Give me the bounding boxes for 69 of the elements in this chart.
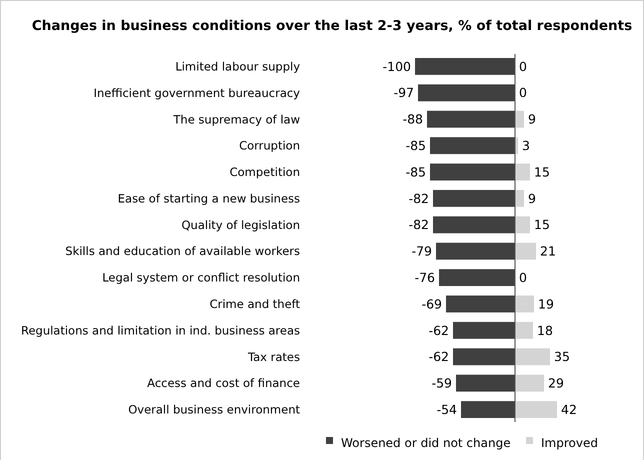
y-tick-label: Tax rates bbox=[247, 350, 300, 364]
bar bbox=[515, 164, 530, 180]
bar bbox=[515, 296, 534, 312]
data-label: -88 bbox=[402, 112, 424, 127]
y-tick-label: Inefficient government bureaucracy bbox=[94, 86, 300, 100]
data-label: -82 bbox=[408, 190, 429, 206]
bar bbox=[515, 190, 524, 207]
data-label: 9 bbox=[528, 190, 536, 206]
bar bbox=[453, 348, 515, 366]
data-label: 15 bbox=[534, 164, 550, 180]
bar bbox=[453, 322, 515, 339]
bar bbox=[515, 374, 544, 392]
data-label: -97 bbox=[394, 85, 414, 100]
data-label: 21 bbox=[540, 244, 556, 259]
bar bbox=[418, 84, 515, 102]
data-label: -82 bbox=[408, 217, 429, 232]
data-label: 0 bbox=[519, 58, 527, 74]
data-label: -85 bbox=[406, 138, 426, 153]
data-label: 0 bbox=[519, 85, 527, 100]
data-label: -76 bbox=[414, 270, 436, 285]
data-label: -79 bbox=[412, 244, 432, 259]
bar bbox=[430, 137, 515, 154]
legend-label: Improved bbox=[541, 436, 598, 450]
bar bbox=[456, 374, 515, 392]
y-tick-label: Ease of starting a new business bbox=[118, 191, 300, 206]
legend-label: Worsened or did not change bbox=[341, 436, 511, 450]
data-label: -62 bbox=[428, 349, 449, 364]
bar bbox=[515, 216, 530, 234]
chart-title: Changes in business conditions over the last 2-3 years, % of total respondents bbox=[32, 18, 632, 34]
data-label: 42 bbox=[561, 402, 577, 417]
data-label: 3 bbox=[522, 138, 530, 153]
bar bbox=[515, 401, 557, 418]
y-tick-label: Corruption bbox=[239, 138, 300, 153]
data-label: 9 bbox=[528, 112, 536, 127]
data-label: 18 bbox=[537, 322, 553, 338]
data-label: -62 bbox=[428, 322, 449, 338]
bar bbox=[446, 296, 515, 312]
bar bbox=[439, 269, 515, 286]
bar bbox=[461, 401, 515, 418]
bar bbox=[433, 190, 515, 207]
data-label: 19 bbox=[538, 296, 554, 312]
bar bbox=[433, 216, 515, 234]
y-tick-label: Legal system or conflict resolution bbox=[102, 270, 300, 285]
data-label: -69 bbox=[422, 296, 442, 312]
bar bbox=[515, 348, 550, 366]
bar bbox=[515, 322, 533, 339]
data-label: 0 bbox=[519, 270, 527, 285]
data-label: -54 bbox=[436, 402, 458, 417]
data-label: 29 bbox=[548, 376, 564, 391]
y-tick-label: Regulations and limitation in ind. business areas bbox=[20, 323, 300, 338]
y-tick-label: Overall business environment bbox=[128, 402, 300, 417]
y-tick-label: Crime and theft bbox=[210, 297, 300, 312]
data-label: -85 bbox=[406, 164, 426, 180]
bar bbox=[415, 58, 515, 75]
y-tick-label: Competition bbox=[230, 165, 300, 180]
y-tick-label: Quality of legislation bbox=[181, 218, 300, 232]
y-tick-label: The supremacy of law bbox=[172, 112, 300, 126]
bar bbox=[515, 242, 536, 260]
data-label: -100 bbox=[382, 58, 412, 74]
bar bbox=[515, 110, 524, 128]
data-label: -59 bbox=[432, 376, 452, 391]
bar bbox=[436, 242, 515, 260]
data-label: 35 bbox=[554, 349, 570, 364]
data-label: 15 bbox=[534, 217, 550, 232]
y-tick-label: Skills and education of available workers bbox=[65, 244, 300, 258]
bar bbox=[427, 110, 515, 128]
bar bbox=[430, 164, 515, 180]
y-tick-label: Access and cost of finance bbox=[147, 376, 300, 390]
y-tick-label: Limited labour supply bbox=[175, 59, 300, 74]
